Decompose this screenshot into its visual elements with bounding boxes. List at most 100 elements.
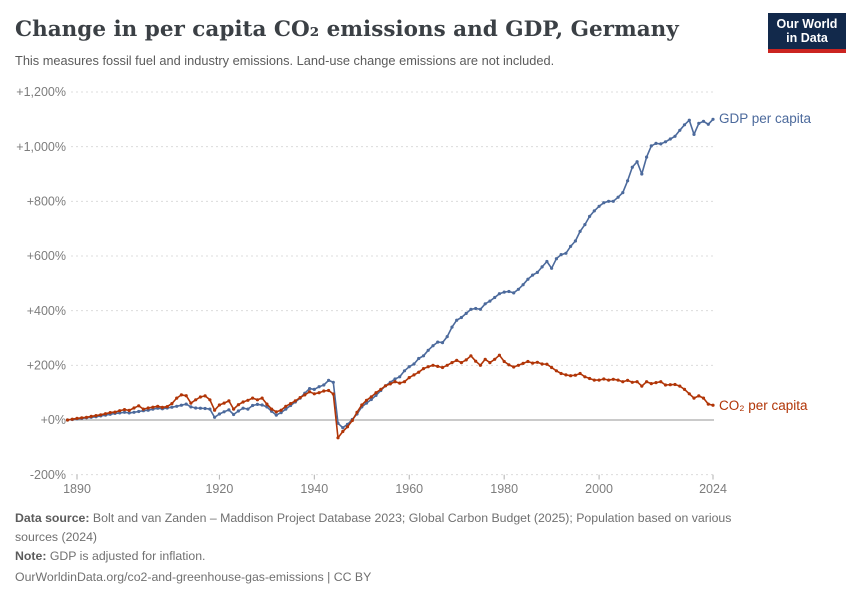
gdp-data-point[interactable] — [398, 375, 402, 379]
gdp-data-point[interactable] — [431, 344, 435, 348]
gdp-data-point[interactable] — [645, 155, 649, 159]
co2-data-point[interactable] — [512, 365, 516, 369]
gdp-data-point[interactable] — [578, 229, 582, 233]
co2-data-point[interactable] — [355, 410, 359, 414]
co2-data-point[interactable] — [436, 364, 440, 368]
co2-data-point[interactable] — [469, 354, 473, 358]
gdp-data-point[interactable] — [635, 160, 639, 164]
gdp-data-point[interactable] — [146, 408, 150, 412]
co2-data-point[interactable] — [151, 405, 155, 409]
co2-data-point[interactable] — [550, 365, 554, 370]
co2-data-point[interactable] — [687, 392, 691, 396]
co2-data-point[interactable] — [170, 402, 174, 406]
gdp-data-point[interactable] — [516, 287, 521, 291]
citation-url[interactable]: OurWorldinData.org/co2-and-greenhouse-ga… — [15, 568, 773, 587]
co2-data-point[interactable] — [711, 403, 715, 407]
gdp-data-point[interactable] — [175, 404, 179, 408]
co2-data-point[interactable] — [668, 383, 672, 387]
co2-data-point[interactable] — [407, 376, 411, 380]
co2-data-point[interactable] — [383, 384, 388, 388]
gdp-data-point[interactable] — [236, 409, 240, 413]
co2-data-point[interactable] — [602, 377, 606, 381]
gdp-data-point[interactable] — [137, 409, 141, 414]
gdp-series-label[interactable]: GDP per capita — [719, 111, 812, 126]
gdp-data-point[interactable] — [512, 291, 516, 295]
co2-data-point[interactable] — [179, 393, 183, 397]
gdp-data-point[interactable] — [241, 406, 245, 410]
gdp-data-point[interactable] — [678, 128, 682, 132]
co2-data-point[interactable] — [635, 380, 639, 384]
co2-data-point[interactable] — [284, 404, 288, 408]
gdp-data-point[interactable] — [535, 270, 540, 274]
gdp-data-point[interactable] — [450, 325, 454, 329]
co2-data-point[interactable] — [156, 404, 160, 408]
co2-data-point[interactable] — [545, 362, 549, 366]
co2-data-point[interactable] — [569, 374, 573, 378]
co2-data-point[interactable] — [573, 373, 578, 377]
co2-data-point[interactable] — [341, 429, 345, 434]
gdp-data-point[interactable] — [284, 407, 288, 411]
gdp-data-point[interactable] — [469, 307, 473, 311]
co2-data-point[interactable] — [554, 369, 559, 373]
co2-data-point[interactable] — [421, 367, 426, 371]
owid-logo[interactable]: Our World in Data — [768, 13, 846, 53]
co2-data-point[interactable] — [521, 361, 525, 365]
co2-data-point[interactable] — [327, 388, 331, 393]
co2-data-point[interactable] — [607, 378, 611, 382]
co2-data-point[interactable] — [270, 407, 274, 411]
co2-data-point[interactable] — [203, 394, 207, 398]
gdp-data-point[interactable] — [640, 172, 644, 176]
gdp-data-point[interactable] — [270, 409, 274, 413]
co2-data-point[interactable] — [198, 395, 202, 399]
co2-data-point[interactable] — [175, 396, 179, 400]
gdp-data-point[interactable] — [198, 406, 202, 410]
co2-data-point[interactable] — [388, 382, 392, 386]
co2-data-point[interactable] — [80, 416, 84, 420]
co2-data-point[interactable] — [398, 381, 402, 385]
co2-data-point[interactable] — [564, 373, 568, 377]
co2-data-point[interactable] — [559, 371, 563, 376]
co2-data-point[interactable] — [213, 408, 217, 412]
gdp-data-point[interactable] — [630, 165, 634, 169]
gdp-data-point[interactable] — [132, 410, 136, 414]
co2-data-point[interactable] — [108, 411, 112, 415]
gdp-data-point[interactable] — [607, 199, 611, 203]
gdp-data-point[interactable] — [711, 117, 715, 121]
gdp-data-point[interactable] — [659, 142, 663, 146]
co2-data-point[interactable] — [417, 370, 421, 374]
co2-data-point[interactable] — [626, 378, 630, 382]
co2-data-point[interactable] — [379, 387, 383, 391]
gdp-data-point[interactable] — [255, 402, 259, 406]
co2-data-point[interactable] — [621, 380, 625, 384]
gdp-data-point[interactable] — [588, 214, 592, 218]
co2-data-point[interactable] — [426, 365, 430, 369]
gdp-data-point[interactable] — [421, 354, 426, 358]
gdp-data-point[interactable] — [251, 403, 255, 408]
co2-data-point[interactable] — [298, 396, 302, 400]
co2-data-point[interactable] — [274, 410, 278, 414]
gdp-data-point[interactable] — [374, 393, 378, 397]
gdp-data-point[interactable] — [540, 265, 544, 269]
gdp-data-point[interactable] — [592, 209, 596, 213]
co2-data-point[interactable] — [630, 380, 634, 384]
co2-data-point[interactable] — [640, 384, 644, 388]
co2-data-point[interactable] — [531, 361, 535, 365]
gdp-data-point[interactable] — [227, 408, 231, 412]
co2-data-point[interactable] — [336, 436, 340, 440]
co2-data-point[interactable] — [132, 406, 136, 410]
co2-data-point[interactable] — [464, 358, 468, 362]
gdp-data-point[interactable] — [412, 362, 416, 366]
gdp-data-point[interactable] — [274, 413, 278, 417]
co2-data-point[interactable] — [697, 394, 701, 398]
co2-data-point[interactable] — [483, 357, 487, 361]
gdp-data-point[interactable] — [654, 141, 658, 145]
co2-data-point[interactable] — [588, 376, 592, 381]
gdp-data-point[interactable] — [179, 403, 183, 407]
co2-data-point[interactable] — [289, 402, 293, 406]
co2-data-point[interactable] — [189, 401, 193, 405]
gdp-data-point[interactable] — [649, 144, 653, 148]
co2-data-point[interactable] — [364, 398, 369, 402]
co2-data-point[interactable] — [526, 359, 530, 364]
gdp-data-point[interactable] — [118, 411, 122, 415]
gdp-data-point[interactable] — [621, 191, 625, 195]
